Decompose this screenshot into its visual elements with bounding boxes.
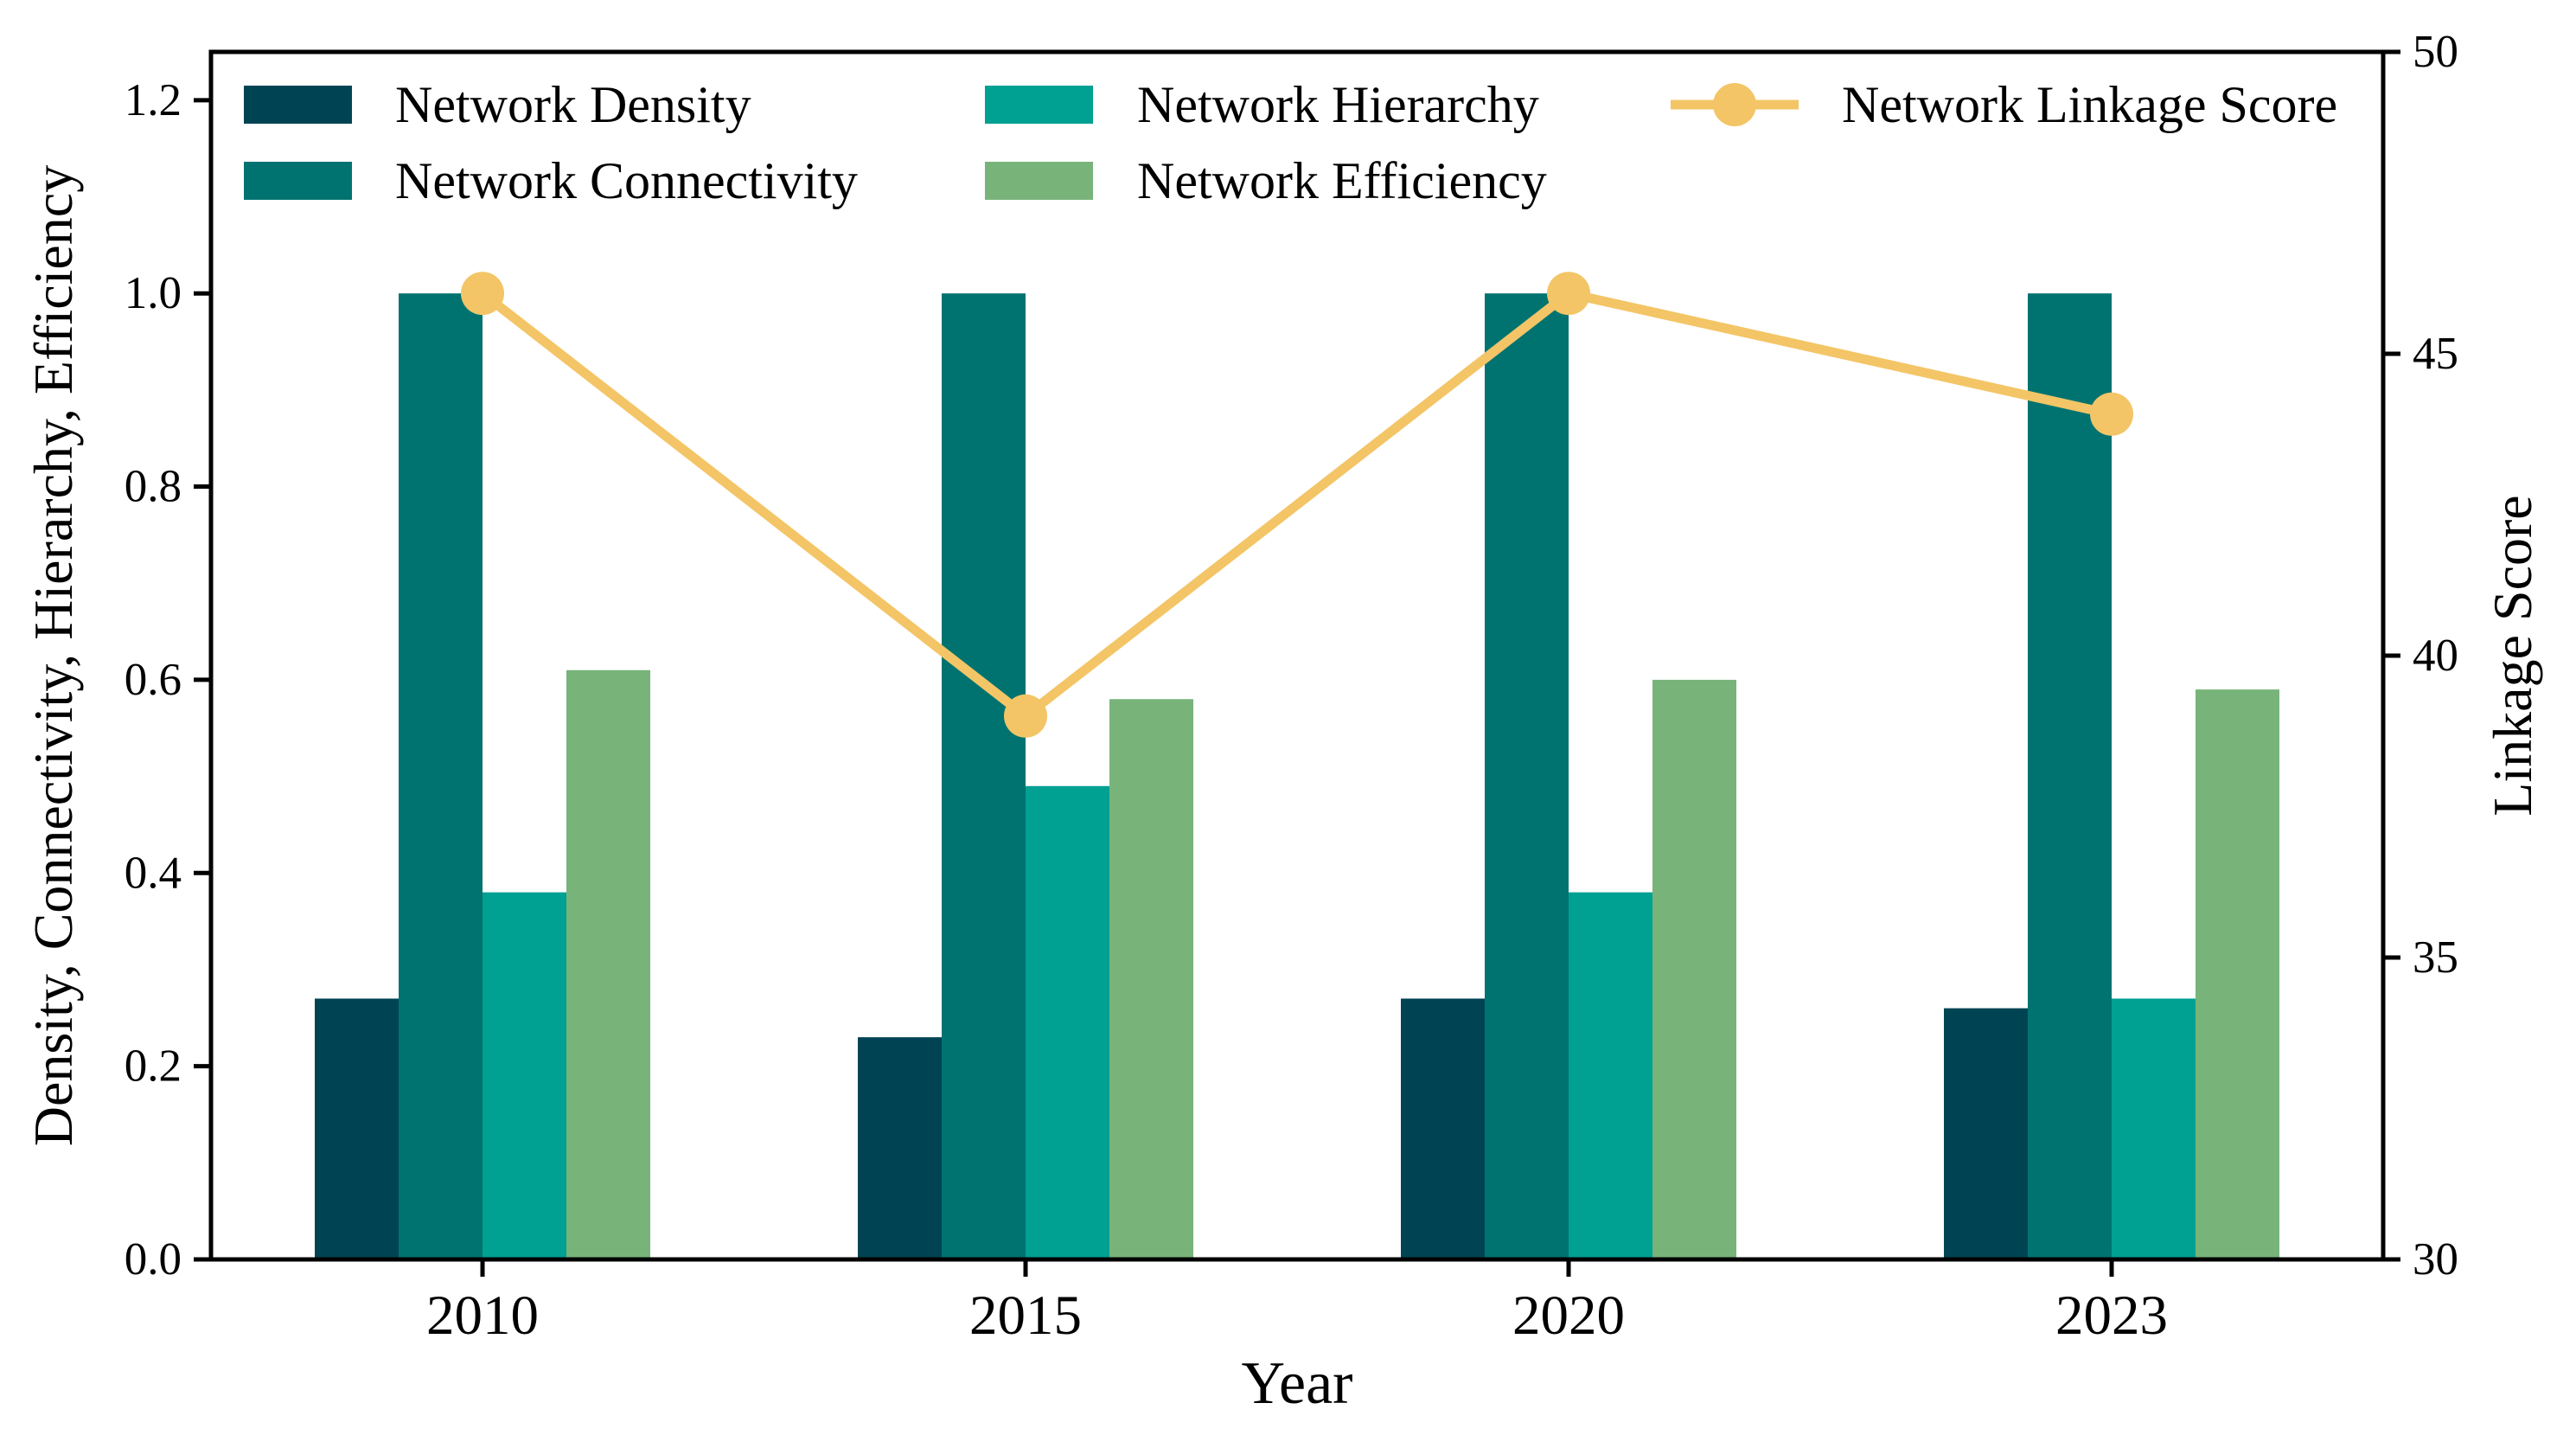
legend-marker-network-linkage-score bbox=[1713, 83, 1756, 126]
right-tick-label: 35 bbox=[2413, 932, 2458, 983]
bar-network-density-2023 bbox=[1944, 1008, 2028, 1259]
left-tick-label: 1.0 bbox=[125, 268, 182, 318]
bar-network-hierarchy-2015 bbox=[1026, 785, 1109, 1259]
bar-network-density-2015 bbox=[858, 1037, 942, 1259]
x-tick-label: 2020 bbox=[1512, 1284, 1625, 1347]
x-tick-label: 2023 bbox=[2055, 1284, 2168, 1347]
legend-swatch-network-connectivity bbox=[244, 162, 352, 200]
x-axis-title: Year bbox=[1241, 1350, 1353, 1417]
right-tick-label: 50 bbox=[2413, 27, 2458, 77]
left-tick-label: 0.4 bbox=[125, 848, 182, 898]
bar-network-density-2010 bbox=[315, 998, 399, 1259]
bar-network-connectivity-2010 bbox=[399, 293, 483, 1260]
bar-network-connectivity-2023 bbox=[2028, 293, 2112, 1260]
bar-network-hierarchy-2010 bbox=[483, 892, 566, 1259]
bar-network-efficiency-2020 bbox=[1652, 679, 1736, 1259]
bar-network-hierarchy-2020 bbox=[1569, 892, 1652, 1259]
bar-network-hierarchy-2023 bbox=[2112, 998, 2196, 1259]
left-tick-label: 0.6 bbox=[125, 655, 182, 705]
bar-network-efficiency-2010 bbox=[566, 669, 650, 1259]
right-tick-label: 30 bbox=[2413, 1234, 2458, 1284]
right-tick-label: 40 bbox=[2413, 631, 2458, 681]
left-tick-label: 0.8 bbox=[125, 462, 182, 512]
x-tick-label: 2015 bbox=[969, 1284, 1082, 1347]
legend-label-network-hierarchy: Network Hierarchy bbox=[1137, 76, 1539, 133]
right-tick-label: 45 bbox=[2413, 329, 2458, 379]
bar-network-connectivity-2020 bbox=[1485, 293, 1569, 1260]
x-tick-label: 2010 bbox=[426, 1284, 539, 1347]
line-marker-2023 bbox=[2090, 392, 2133, 436]
left-tick-label: 1.2 bbox=[125, 75, 182, 125]
right-axis-title: Linkage Score bbox=[2482, 495, 2543, 817]
legend-label-network-connectivity: Network Connectivity bbox=[395, 152, 858, 209]
line-marker-2010 bbox=[461, 272, 504, 316]
legend-swatch-network-efficiency bbox=[985, 162, 1093, 200]
left-tick-label: 0.0 bbox=[125, 1234, 182, 1284]
legend-label-network-efficiency: Network Efficiency bbox=[1137, 152, 1547, 209]
bar-network-connectivity-2015 bbox=[942, 293, 1026, 1260]
line-network-linkage-score bbox=[477, 288, 2117, 721]
legend-label-network-density: Network Density bbox=[395, 76, 751, 133]
line-marker-2015 bbox=[1004, 694, 1047, 738]
bar-network-density-2020 bbox=[1401, 998, 1485, 1259]
legend-swatch-network-density bbox=[244, 86, 352, 124]
bar-network-efficiency-2015 bbox=[1109, 699, 1193, 1259]
legend-label-network-linkage-score: Network Linkage Score bbox=[1842, 76, 2337, 133]
left-axis-title: Density, Connectivity, Hierarchy, Effici… bbox=[22, 164, 84, 1147]
bar-network-efficiency-2023 bbox=[2196, 689, 2279, 1259]
line-marker-2020 bbox=[1547, 272, 1590, 316]
left-tick-label: 0.2 bbox=[125, 1041, 182, 1092]
legend-swatch-network-hierarchy bbox=[985, 86, 1093, 124]
